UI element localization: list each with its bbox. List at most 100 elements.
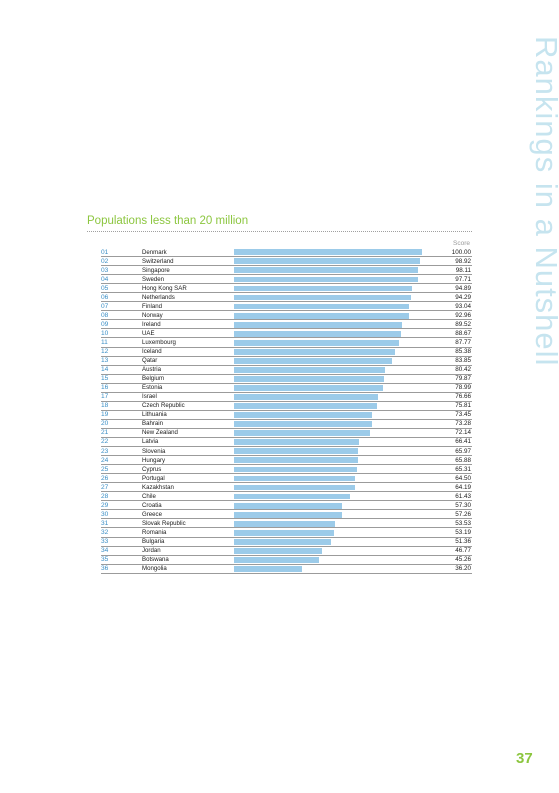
table-row: 32 Romania 53.19 <box>101 528 472 538</box>
country-label: Denmark <box>142 248 167 256</box>
country-label: New Zealand <box>142 429 178 437</box>
table-row: 19 Lithuania 73.45 <box>101 411 472 420</box>
score-bar <box>234 339 399 346</box>
country-label: Romania <box>142 528 167 536</box>
country-label: Chile <box>142 492 156 500</box>
rank-label: 25 <box>101 465 109 473</box>
score-bar <box>234 439 359 446</box>
score-value: 72.14 <box>455 429 471 437</box>
rank-label: 06 <box>101 293 109 301</box>
country-label: Portugal <box>142 474 165 482</box>
rank-label: 14 <box>101 366 109 374</box>
table-row: 09 Ireland 89.52 <box>101 320 472 330</box>
score-bar <box>234 520 335 527</box>
rank-label: 15 <box>101 375 109 383</box>
score-value: 79.87 <box>455 375 471 383</box>
table-row: 22 Latvia 66.41 <box>101 438 472 448</box>
rank-label: 16 <box>101 384 109 392</box>
score-bar <box>234 385 383 391</box>
country-label: Hong Kong SAR <box>142 284 187 292</box>
country-label: Czech Republic <box>142 402 185 410</box>
score-bar <box>234 249 422 256</box>
country-label: Switzerland <box>142 257 174 265</box>
score-value: 93.04 <box>455 302 471 310</box>
country-label: Bahrain <box>142 420 164 428</box>
country-label: Lithuania <box>142 411 167 419</box>
rank-label: 07 <box>101 302 109 310</box>
rank-label: 03 <box>101 266 109 274</box>
country-label: Sweden <box>142 275 165 283</box>
table-row: 05 Hong Kong SAR 94.89 <box>101 284 472 294</box>
country-label: Botswana <box>142 556 169 564</box>
score-value: 92.96 <box>455 311 471 319</box>
rank-label: 19 <box>101 411 109 419</box>
score-value: 65.31 <box>455 465 471 473</box>
score-value: 57.30 <box>455 501 471 509</box>
table-row: 36 Mongolia 36.20 <box>101 565 472 574</box>
rank-label: 24 <box>101 456 109 464</box>
country-label: Mongolia <box>142 565 167 573</box>
rank-label: 33 <box>101 538 109 545</box>
table-row: 15 Belgium 79.87 <box>101 375 472 384</box>
rank-label: 10 <box>101 329 109 337</box>
score-value: 73.28 <box>455 420 471 428</box>
score-value: 45.26 <box>455 556 471 564</box>
score-value: 66.41 <box>455 438 471 446</box>
score-bar <box>234 529 334 536</box>
score-bar <box>234 566 303 572</box>
table-row: 03 Singapore 98.11 <box>101 266 472 276</box>
country-label: Qatar <box>142 357 158 365</box>
rank-label: 22 <box>101 438 109 446</box>
table-row: 10 UAE 88.67 <box>101 329 472 339</box>
country-label: Belgium <box>142 375 165 383</box>
rank-label: 28 <box>101 492 109 500</box>
table-row: 06 Netherlands 94.29 <box>101 293 472 303</box>
table-row: 17 Israel 76.66 <box>101 393 472 402</box>
table-row: 11 Luxembourg 87.77 <box>101 338 472 348</box>
rank-label: 13 <box>101 357 109 365</box>
score-bar <box>234 285 413 292</box>
rank-label: 08 <box>101 311 109 319</box>
country-label: Cyprus <box>142 465 162 473</box>
score-bar <box>234 457 358 464</box>
table-row: 34 Jordan 46.77 <box>101 547 472 556</box>
rank-label: 26 <box>101 474 109 482</box>
table-row: 08 Norway 92.96 <box>101 311 472 321</box>
score-bar <box>234 376 385 382</box>
score-bar <box>234 294 412 301</box>
score-value: 65.88 <box>455 456 471 464</box>
score-bar <box>234 556 320 563</box>
country-label: Luxembourg <box>142 338 176 346</box>
score-bar <box>234 484 355 491</box>
score-value: 98.11 <box>455 266 471 274</box>
table-row: 26 Portugal 64.50 <box>101 474 472 484</box>
score-bar <box>234 421 372 428</box>
rank-label: 35 <box>101 556 109 564</box>
ranking-bar-chart: 01 Denmark 100.00 02 Switzerland 98.92 03 Singa… <box>101 248 472 574</box>
table-row: 27 Kazakhstan 64.19 <box>101 483 472 493</box>
table-row: 28 Chile 61.43 <box>101 492 472 502</box>
country-label: Finland <box>142 302 162 310</box>
table-row: 31 Slovak Republic 53.53 <box>101 519 472 529</box>
score-bar <box>234 412 373 419</box>
score-bar <box>234 466 357 473</box>
score-bar <box>234 321 403 328</box>
score-bar <box>234 367 386 373</box>
table-row: 12 Iceland 85.38 <box>101 348 472 357</box>
score-bar <box>234 430 370 437</box>
score-value: 53.19 <box>455 528 471 536</box>
rank-label: 36 <box>101 565 109 573</box>
score-bar <box>234 475 356 482</box>
score-bar <box>234 330 401 337</box>
score-value: 85.38 <box>455 348 471 356</box>
rank-label: 11 <box>101 338 108 346</box>
rank-label: 02 <box>101 257 109 265</box>
table-row: 35 Botswana 45.26 <box>101 556 472 565</box>
country-label: UAE <box>142 329 155 337</box>
rank-label: 09 <box>101 320 109 328</box>
table-row: 16 Estonia 78.99 <box>101 384 472 393</box>
score-bar <box>234 448 358 455</box>
country-label: Austria <box>142 366 161 374</box>
country-label: Ireland <box>142 320 161 328</box>
